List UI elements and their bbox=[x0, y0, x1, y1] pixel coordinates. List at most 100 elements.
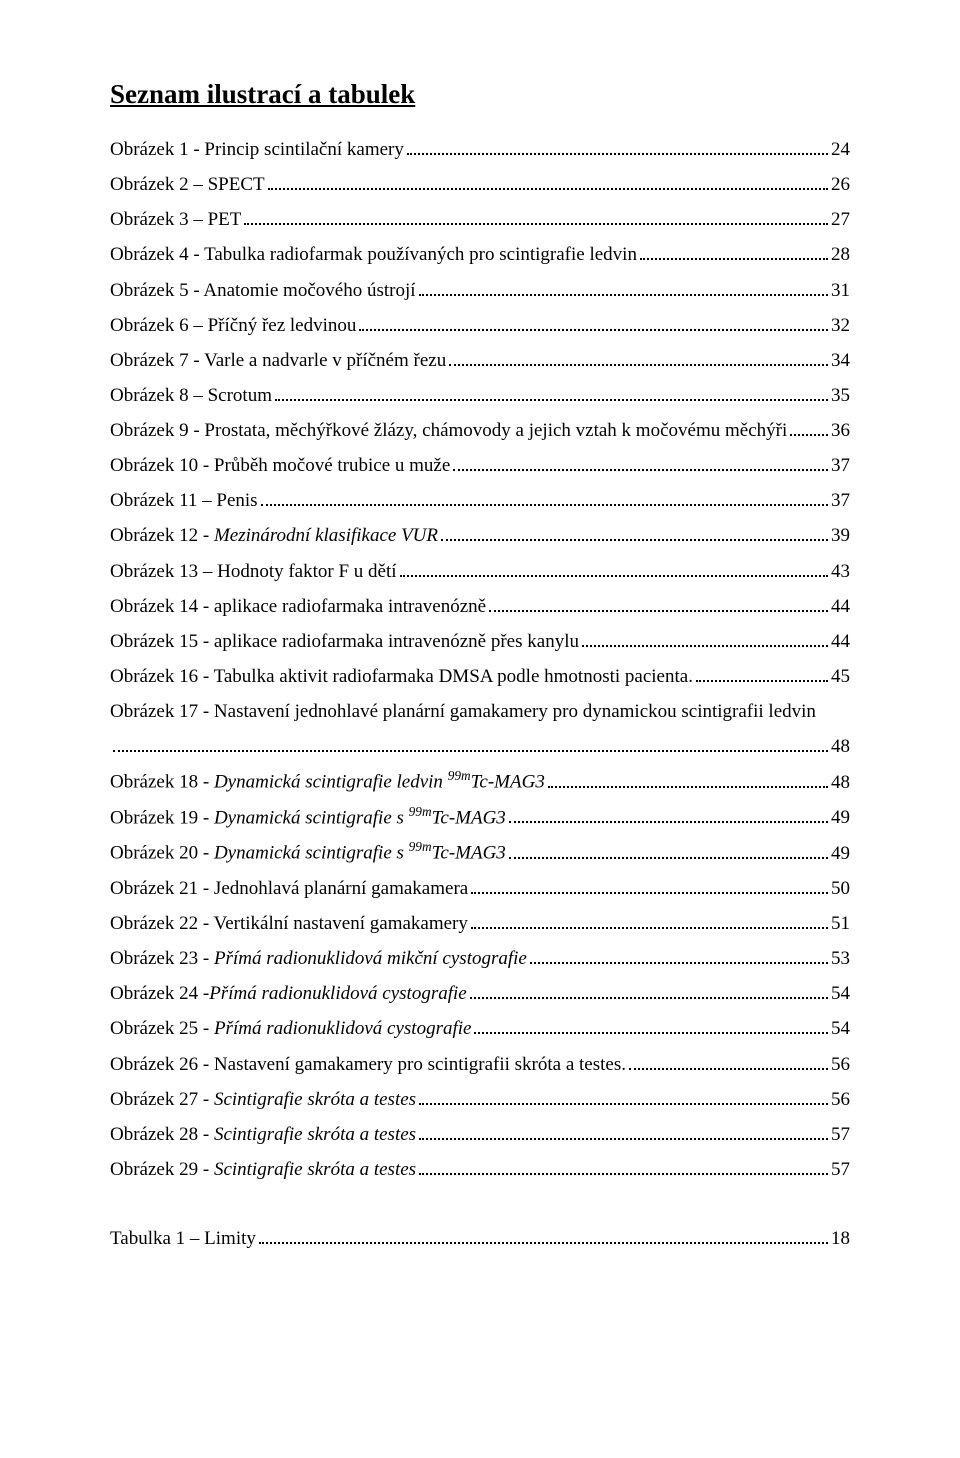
leader-dots bbox=[470, 982, 828, 999]
spacer bbox=[110, 1187, 850, 1221]
entry-row: 48 bbox=[110, 729, 850, 764]
leader-dots bbox=[489, 595, 828, 612]
list-item: Obrázek 1 - Princip scintilační kamery24 bbox=[110, 132, 850, 167]
entry-label: Obrázek 17 - Nastavení jednohlavé planár… bbox=[110, 694, 850, 729]
list-item: Obrázek 14 - aplikace radiofarmaka intra… bbox=[110, 589, 850, 624]
list-item: Obrázek 12 - Mezinárodní klasifikace VUR… bbox=[110, 518, 850, 553]
entry-page: 44 bbox=[831, 589, 850, 624]
leader-dots bbox=[419, 278, 828, 295]
entry-page: 53 bbox=[831, 941, 850, 976]
entry-page: 31 bbox=[831, 273, 850, 308]
list-item: Obrázek 27 - Scintigrafie skróta a teste… bbox=[110, 1082, 850, 1117]
entry-label: Obrázek 24 -Přímá radionuklidová cystogr… bbox=[110, 976, 467, 1011]
entry-label: Obrázek 3 – PET bbox=[110, 202, 241, 237]
list-item: Obrázek 16 - Tabulka aktivit radiofarmak… bbox=[110, 659, 850, 694]
leader-dots bbox=[275, 384, 828, 401]
list-item: Obrázek 10 - Průběh močové trubice u muž… bbox=[110, 448, 850, 483]
list-item: Obrázek 4 - Tabulka radiofarmak používan… bbox=[110, 237, 850, 272]
leader-dots bbox=[441, 524, 828, 541]
leader-dots bbox=[113, 735, 828, 752]
entry-page: 37 bbox=[831, 483, 850, 518]
list-item: Obrázek 28 - Scintigrafie skróta a teste… bbox=[110, 1117, 850, 1152]
entry-label: Obrázek 14 - aplikace radiofarmaka intra… bbox=[110, 589, 486, 624]
list-item: Obrázek 15 - aplikace radiofarmaka intra… bbox=[110, 624, 850, 659]
entry-label: Obrázek 25 - Přímá radionuklidová cystog… bbox=[110, 1011, 471, 1046]
list-item: Obrázek 24 -Přímá radionuklidová cystogr… bbox=[110, 976, 850, 1011]
leader-dots bbox=[407, 138, 828, 155]
list-item: Obrázek 19 - Dynamická scintigrafie s 99… bbox=[110, 800, 850, 835]
leader-dots bbox=[474, 1017, 828, 1034]
list-item: Obrázek 7 - Varle a nadvarle v příčném ř… bbox=[110, 343, 850, 378]
table-entry-page: 18 bbox=[831, 1221, 850, 1256]
entry-label: Obrázek 13 – Hodnoty faktor F u dětí bbox=[110, 554, 397, 589]
page-container: Seznam ilustrací a tabulek Obrázek 1 - P… bbox=[0, 0, 960, 1458]
table-entry: Tabulka 1 – Limity 18 bbox=[110, 1221, 850, 1256]
leader-dots bbox=[453, 454, 828, 471]
entry-page: 54 bbox=[831, 976, 850, 1011]
leader-dots bbox=[359, 313, 828, 330]
entry-page: 54 bbox=[831, 1011, 850, 1046]
entry-page: 51 bbox=[831, 906, 850, 941]
leader-dots bbox=[419, 1158, 828, 1175]
entry-label: Obrázek 29 - Scintigrafie skróta a teste… bbox=[110, 1152, 416, 1187]
entry-label: Obrázek 20 - Dynamická scintigrafie s 99… bbox=[110, 835, 506, 870]
list-item: Obrázek 5 - Anatomie močového ústrojí 31 bbox=[110, 273, 850, 308]
leader-dots bbox=[509, 842, 828, 859]
entry-page: 36 bbox=[831, 413, 850, 448]
entry-page: 44 bbox=[831, 624, 850, 659]
entry-label: Obrázek 11 – Penis bbox=[110, 483, 258, 518]
list-item: Obrázek 21 - Jednohlavá planární gamakam… bbox=[110, 871, 850, 906]
entry-page: 26 bbox=[831, 167, 850, 202]
entry-label: Obrázek 9 - Prostata, měchýřkové žlázy, … bbox=[110, 413, 787, 448]
entry-label: Obrázek 5 - Anatomie močového ústrojí bbox=[110, 273, 416, 308]
list-item: Obrázek 26 - Nastavení gamakamery pro sc… bbox=[110, 1047, 850, 1082]
leader-dots bbox=[268, 173, 828, 190]
entry-page: 37 bbox=[831, 448, 850, 483]
list-item: Obrázek 6 – Příčný řez ledvinou32 bbox=[110, 308, 850, 343]
list-item: Obrázek 8 – Scrotum 35 bbox=[110, 378, 850, 413]
list-heading: Seznam ilustrací a tabulek bbox=[110, 70, 850, 120]
entry-label: Obrázek 2 – SPECT bbox=[110, 167, 265, 202]
list-item: Obrázek 18 - Dynamická scintigrafie ledv… bbox=[110, 764, 850, 799]
leader-dots bbox=[640, 243, 828, 260]
entry-label: Obrázek 15 - aplikace radiofarmaka intra… bbox=[110, 624, 579, 659]
leader-dots bbox=[548, 771, 828, 788]
leader-dots bbox=[509, 806, 828, 823]
list-item: Obrázek 11 – Penis 37 bbox=[110, 483, 850, 518]
leader-dots bbox=[530, 947, 828, 964]
entry-label: Obrázek 19 - Dynamická scintigrafie s 99… bbox=[110, 800, 506, 835]
entry-page: 56 bbox=[831, 1047, 850, 1082]
list-item: Obrázek 9 - Prostata, měchýřkové žlázy, … bbox=[110, 413, 850, 448]
list-item: Obrázek 25 - Přímá radionuklidová cystog… bbox=[110, 1011, 850, 1046]
entry-label: Obrázek 18 - Dynamická scintigrafie ledv… bbox=[110, 764, 545, 799]
leader-dots bbox=[419, 1123, 828, 1140]
table-entry-label: Tabulka 1 – Limity bbox=[110, 1221, 256, 1256]
entry-page: 50 bbox=[831, 871, 850, 906]
entry-page: 48 bbox=[831, 765, 850, 800]
leader-dots bbox=[471, 877, 828, 894]
entry-label: Obrázek 27 - Scintigrafie skróta a teste… bbox=[110, 1082, 416, 1117]
entry-label: Obrázek 12 - Mezinárodní klasifikace VUR bbox=[110, 518, 438, 553]
list-item: Obrázek 2 – SPECT 26 bbox=[110, 167, 850, 202]
leader-dots bbox=[582, 630, 828, 647]
entry-label: Obrázek 28 - Scintigrafie skróta a teste… bbox=[110, 1117, 416, 1152]
entry-page: 57 bbox=[831, 1152, 850, 1187]
entry-label: Obrázek 8 – Scrotum bbox=[110, 378, 272, 413]
entry-label: Obrázek 21 - Jednohlavá planární gamakam… bbox=[110, 871, 468, 906]
entry-label: Obrázek 4 - Tabulka radiofarmak používan… bbox=[110, 237, 637, 272]
leader-dots bbox=[400, 559, 828, 576]
entry-page: 28 bbox=[831, 237, 850, 272]
list-item: Obrázek 29 - Scintigrafie skróta a teste… bbox=[110, 1152, 850, 1187]
leader-dots bbox=[696, 665, 828, 682]
leader-dots bbox=[244, 208, 828, 225]
entry-label: Obrázek 16 - Tabulka aktivit radiofarmak… bbox=[110, 659, 693, 694]
entry-page: 57 bbox=[831, 1117, 850, 1152]
entry-page: 35 bbox=[831, 378, 850, 413]
entry-page: 34 bbox=[831, 343, 850, 378]
entry-page: 27 bbox=[831, 202, 850, 237]
list-item: Obrázek 23 - Přímá radionuklidová mikční… bbox=[110, 941, 850, 976]
leader-dots bbox=[261, 489, 828, 506]
list-item: Obrázek 3 – PET 27 bbox=[110, 202, 850, 237]
list-item: Obrázek 17 - Nastavení jednohlavé planár… bbox=[110, 694, 850, 764]
entry-label: Obrázek 26 - Nastavení gamakamery pro sc… bbox=[110, 1047, 626, 1082]
